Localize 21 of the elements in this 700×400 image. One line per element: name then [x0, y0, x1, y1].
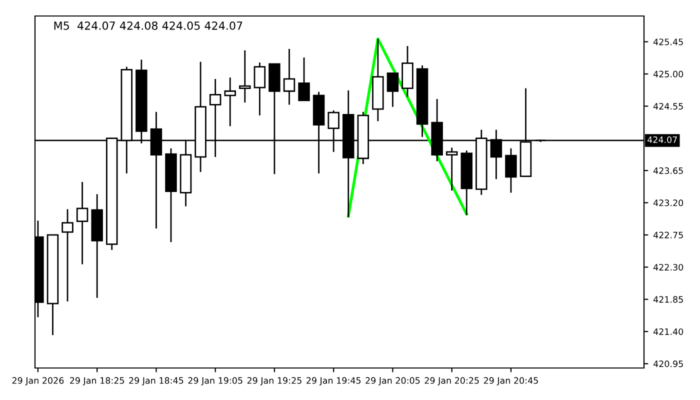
x-tick-label: 29 Jan 19:25 [247, 377, 302, 386]
x-tick-label: 29 Jan 20:05 [366, 377, 420, 386]
x-tick-label: 29 Jan 18:45 [129, 377, 184, 386]
x-tick-label: 29 Jan 20:45 [484, 377, 538, 386]
y-tick-label: 420.95 [653, 360, 683, 368]
x-tick-label: 29 Jan 19:05 [188, 377, 242, 386]
y-tick-label: 424.55 [653, 102, 683, 110]
x-tick-label: 29 Jan 2026 [12, 377, 64, 386]
y-tick-label: 423.65 [653, 167, 683, 174]
ref-line-label: 424.07 [647, 136, 677, 144]
x-tick-label: 29 Jan 19:45 [306, 377, 361, 386]
y-tick-label: 422.30 [653, 264, 684, 271]
chart-title: M5 424.07 424.08 424.05 424.07 [54, 21, 242, 30]
y-tick-label: 423.20 [653, 200, 684, 206]
y-tick-label: 425.45 [653, 38, 683, 46]
y-tick-label: 421.85 [653, 296, 683, 303]
x-tick-label: 29 Jan 18:25 [70, 377, 124, 386]
y-tick-label: 422.75 [653, 232, 683, 238]
y-tick-label: 425.00 [653, 70, 684, 78]
y-tick-label: 421.40 [653, 328, 684, 335]
x-tick-label: 29 Jan 20:25 [424, 377, 479, 386]
